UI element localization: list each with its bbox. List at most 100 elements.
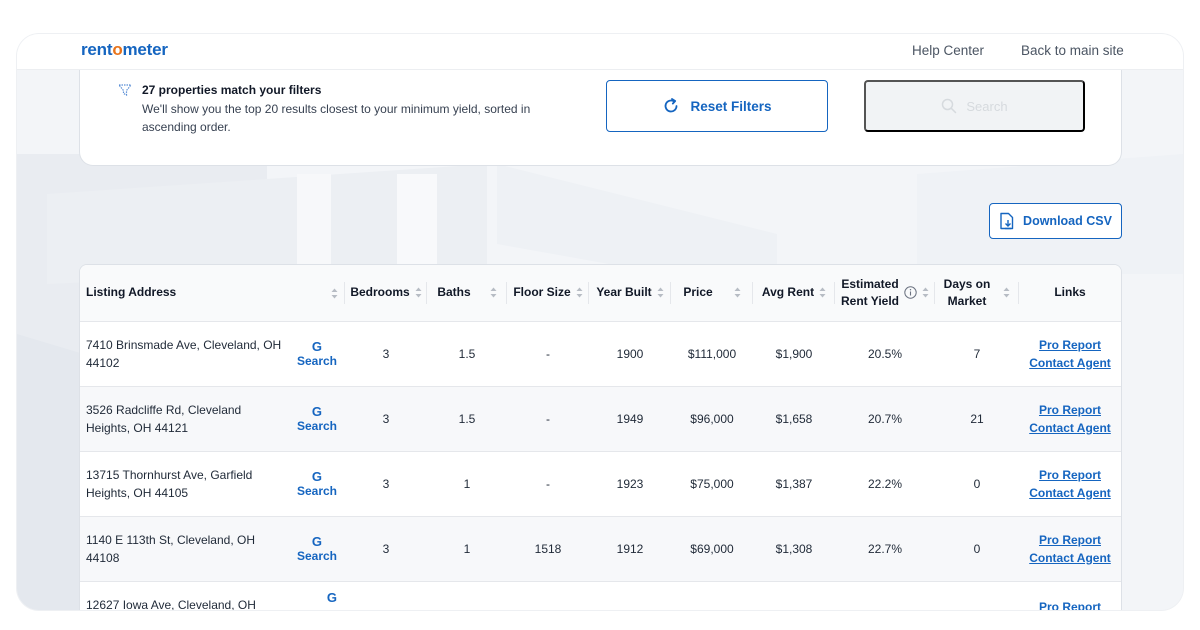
pro-report-link[interactable]: Pro Report [1038,337,1101,352]
contact-agent-link[interactable]: Contact Agent [1029,355,1111,370]
sort-icon[interactable] [922,287,929,298]
days-on-market-cell: 21 [935,386,1019,452]
sort-icon[interactable] [819,287,826,298]
price-cell [671,581,753,610]
listing-address: 7410 Brinsmade Ave, Cleveland, OH 44102 … [80,321,345,387]
rent-yield-cell: 20.7% [835,386,935,452]
year-built-cell [589,581,671,610]
results-table-card: Listing Address Bedrooms Baths Floor Siz… [79,264,1122,610]
app-frame: rentometer Help Center Back to main site… [17,34,1183,610]
sort-icon[interactable] [657,287,664,298]
baths-cell: 1.5 [427,386,507,452]
avg-rent-cell: $1,387 [753,451,835,517]
links-cell: Pro Report Contact Agent [1019,451,1121,517]
column-header-baths[interactable]: Baths [427,265,507,322]
reset-filters-button[interactable]: Reset Filters [606,80,828,132]
column-header-price[interactable]: Price [671,265,753,322]
google-search-link[interactable]: G Search [296,468,337,498]
sort-icon[interactable] [576,287,583,298]
avg-rent-cell: $1,900 [753,321,835,387]
google-icon: G [311,533,323,549]
contact-agent-link[interactable]: Contact Agent [1029,550,1111,565]
back-to-main-site-link[interactable]: Back to main site [1021,43,1124,58]
column-header-avg-rent[interactable]: Avg Rent [753,265,835,322]
google-search-link[interactable]: G Search [296,338,337,368]
reset-filters-label: Reset Filters [690,98,772,114]
contact-agent-link[interactable]: Contact Agent [1029,420,1111,435]
listing-address: 3526 Radcliffe Rd, Cleveland Heights, OH… [80,386,345,452]
listing-address: 13715 Thornhurst Ave, Garfield Heights, … [80,451,345,517]
pro-report-link[interactable]: Pro Report [1038,402,1101,417]
sort-icon[interactable] [415,287,422,298]
download-file-icon [1000,212,1014,230]
download-csv-label: Download CSV [1023,214,1112,228]
google-icon: G [311,468,323,484]
search-button[interactable]: Search [864,80,1085,132]
google-search-link[interactable]: G Search [296,533,337,563]
sort-icon[interactable] [1003,287,1010,298]
google-icon: G [326,589,337,605]
year-built-cell: 1923 [589,451,671,517]
baths-cell: 1 [427,516,507,582]
google-icon: G [311,403,323,419]
floor-size-cell: - [507,321,589,387]
filter-funnel-icon [117,84,133,96]
google-search-link[interactable]: G Search [296,403,337,433]
column-header-bedrooms[interactable]: Bedrooms [345,265,427,322]
table-row: 12627 Iowa Ave, Cleveland, OH 44108 G Pr… [80,581,1121,610]
floor-size-cell: - [507,451,589,517]
avg-rent-cell: $1,308 [753,516,835,582]
sort-icon[interactable] [734,287,741,298]
pro-report-link[interactable]: Pro Report [1038,532,1101,547]
help-center-link[interactable]: Help Center [912,43,985,58]
year-built-cell: 1912 [589,516,671,582]
rent-yield-cell [835,581,935,610]
bedrooms-cell: 3 [345,386,427,452]
avg-rent-cell: $1,658 [753,386,835,452]
days-on-market-cell: 0 [935,451,1019,517]
column-header-links: Links [1019,265,1121,322]
baths-cell: 1.5 [427,321,507,387]
rentometer-logo[interactable]: rentometer [81,40,168,59]
table-row: 7410 Brinsmade Ave, Cleveland, OH 44102 … [80,321,1121,387]
download-csv-button[interactable]: Download CSV [989,203,1122,239]
price-cell: $96,000 [671,386,753,452]
floor-size-cell: 1518 [507,516,589,582]
year-built-cell: 1949 [589,386,671,452]
column-header-floor-size[interactable]: Floor Size [507,265,589,322]
pro-report-link[interactable]: Pro Report [1038,599,1101,611]
contact-agent-link[interactable]: Contact Agent [1029,485,1111,500]
match-count-title: 27 properties match your filters [142,83,322,97]
floor-size-cell: - [507,386,589,452]
filter-summary-card: 27 properties match your filters We'll s… [79,70,1122,166]
links-cell: Pro Report Contact Agent [1019,386,1121,452]
search-label: Search [966,98,1008,114]
baths-cell: 1 [427,451,507,517]
bedrooms-cell: 3 [345,321,427,387]
google-search-link[interactable]: G [327,590,337,605]
days-on-market-cell: 7 [935,321,1019,387]
info-icon[interactable] [904,286,917,299]
bedrooms-cell: 3 [345,451,427,517]
price-cell: $111,000 [671,321,753,387]
results-table: Listing Address Bedrooms Baths Floor Siz… [80,265,1121,610]
sort-icon[interactable] [331,288,338,299]
bedrooms-cell [345,581,427,610]
year-built-cell: 1900 [589,321,671,387]
google-icon: G [311,338,323,354]
pro-report-link[interactable]: Pro Report [1038,467,1101,482]
listing-address: 12627 Iowa Ave, Cleveland, OH 44108 G [80,581,345,610]
column-header-year-built[interactable]: Year Built [589,265,671,322]
days-on-market-cell: 0 [935,516,1019,582]
days-on-market-cell [935,581,1019,610]
search-icon [942,98,957,114]
column-header-address[interactable]: Listing Address [80,265,345,322]
table-header-row: Listing Address Bedrooms Baths Floor Siz… [80,265,1121,322]
links-cell: Pro Report Contact Agent [1019,321,1121,387]
floor-size-cell [507,581,589,610]
links-cell: Pro Report Contact Agent [1019,516,1121,582]
rent-yield-cell: 22.2% [835,451,935,517]
sort-icon[interactable] [490,287,497,298]
column-header-days-on-market[interactable]: Days on Market [935,265,1019,322]
column-header-estimated-rent-yield[interactable]: Estimated Rent Yield [835,265,935,322]
